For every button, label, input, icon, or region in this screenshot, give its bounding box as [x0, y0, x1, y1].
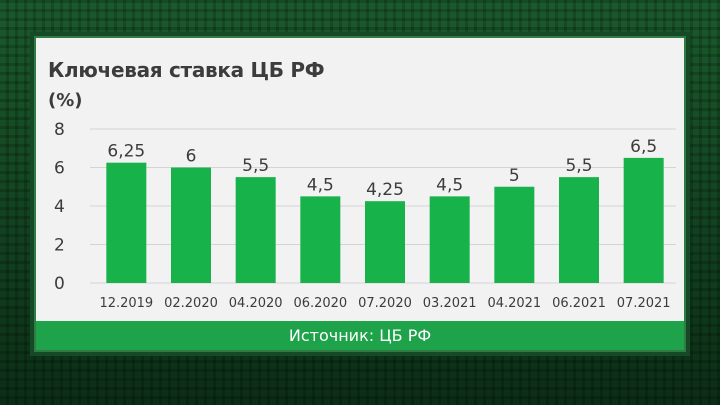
y-tick-label: 4 [54, 197, 65, 217]
chart-panel: Ключевая ставка ЦБ РФ (%) 0 2 4 6 8 6,25 12.20… [36, 38, 684, 350]
bar-value-label: 6,25 [107, 142, 145, 162]
x-tick-label: 06.2021 [552, 296, 606, 311]
x-tick-label: 06.2020 [293, 296, 347, 311]
y-tick-label: 2 [54, 236, 65, 256]
bar [365, 201, 405, 283]
y-tick-label: 8 [54, 120, 65, 140]
bar [559, 177, 599, 283]
source-footer: Источник: ЦБ РФ [36, 321, 684, 350]
y-tick-label: 0 [54, 274, 65, 294]
bar-value-label: 4,5 [307, 175, 334, 195]
bar-value-label: 4,5 [436, 175, 463, 195]
x-tick-label: 07.2020 [358, 296, 412, 311]
chart-title: Ключевая ставка ЦБ РФ [48, 58, 325, 82]
bar-value-label: 6,5 [630, 137, 657, 157]
y-axis-unit-label: (%) [48, 90, 83, 111]
y-tick-label: 6 [54, 159, 65, 179]
x-tick-label: 12.2019 [99, 296, 153, 311]
x-tick-label: 04.2020 [229, 296, 283, 311]
bar-value-label: 5,5 [242, 156, 269, 176]
bar [623, 157, 664, 283]
bar [171, 167, 211, 283]
bar [300, 196, 341, 283]
x-tick-label: 07.2021 [617, 296, 671, 311]
x-tick-label: 03.2021 [423, 296, 477, 311]
bar [235, 177, 276, 283]
x-tick-label: 04.2021 [487, 296, 541, 311]
bar-value-label: 4,25 [366, 180, 404, 200]
bar [429, 196, 470, 283]
bar-chart: 0 2 4 6 8 6,25 12.2019 6 02.2020 5,5 04.2020 4,5 06.… [54, 120, 676, 311]
bar-value-label: 5 [509, 166, 520, 186]
bar [494, 186, 535, 283]
bar-value-label: 5,5 [565, 156, 592, 176]
x-tick-label: 02.2020 [164, 296, 218, 311]
bar-value-label: 6 [186, 147, 197, 167]
bar [106, 162, 147, 283]
